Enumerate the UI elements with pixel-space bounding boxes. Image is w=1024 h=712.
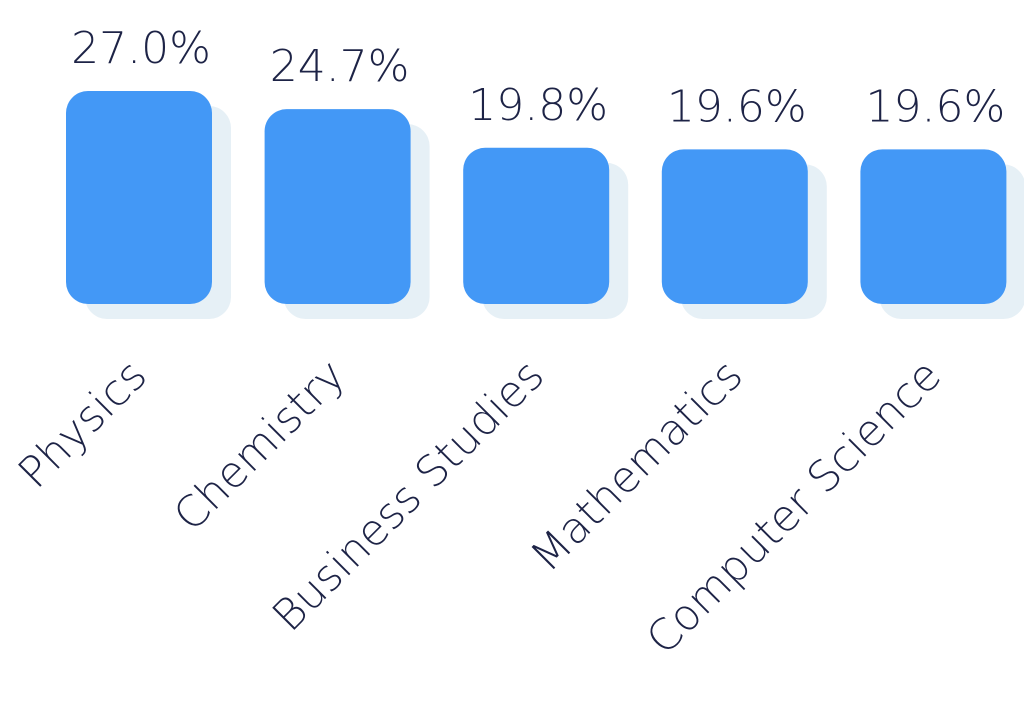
- value-label-chemistry: 24.7%: [270, 41, 410, 92]
- value-labels: 27.0% 24.7% 19.8% 19.6% 19.6%: [71, 23, 1005, 132]
- bar-computer-science: [860, 149, 1007, 304]
- category-label-physics: Physics: [9, 350, 157, 498]
- bars: [66, 91, 1007, 305]
- category-label-chemistry: Chemistry: [164, 350, 355, 541]
- value-label-mathematics: 19.6%: [667, 81, 807, 132]
- value-label-business-studies: 19.8%: [468, 80, 608, 131]
- bar-mathematics: [661, 149, 808, 304]
- bar-physics: [66, 91, 212, 304]
- value-label-computer-science: 19.6%: [866, 81, 1006, 132]
- bar-business-studies: [463, 147, 610, 304]
- value-label-physics: 27.0%: [71, 23, 211, 74]
- bar-chemistry: [264, 109, 411, 305]
